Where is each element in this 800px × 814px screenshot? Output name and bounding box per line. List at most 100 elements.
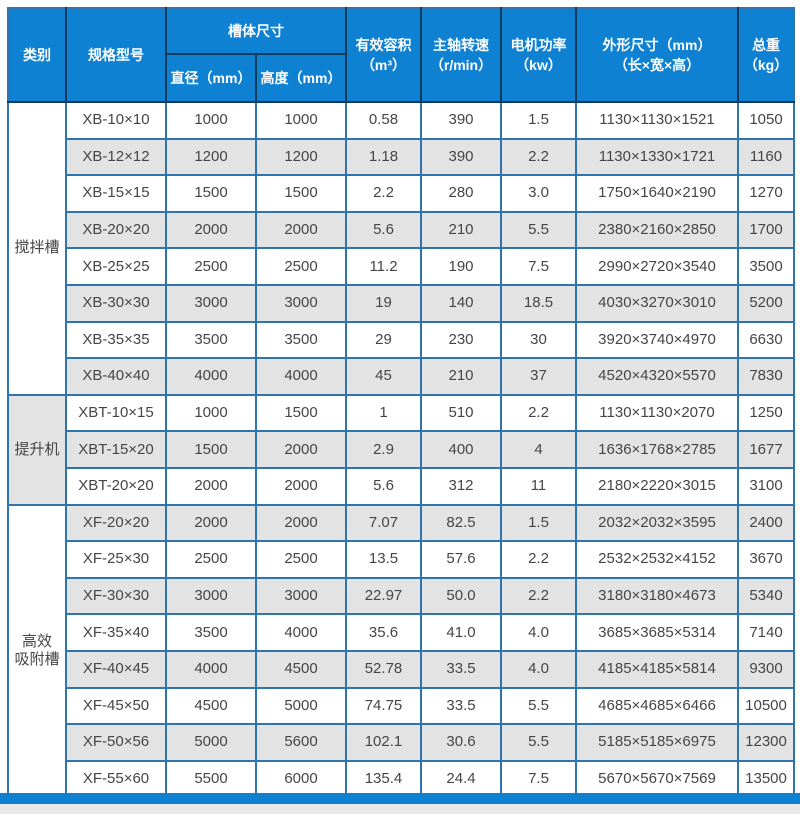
value-cell: 4000	[165, 649, 257, 689]
bottom-accent-bar	[0, 793, 800, 804]
category-cell: 搅拌槽	[7, 101, 67, 396]
value-cell: 2.2	[500, 393, 577, 433]
value-cell: 3685×3685×5314	[575, 613, 739, 652]
model-cell: XB-15×15	[65, 174, 167, 213]
value-cell: 1500	[165, 430, 257, 469]
value-cell: 2000	[165, 210, 257, 250]
header-power: 电机功率 （kw）	[500, 7, 577, 103]
value-cell: 2500	[255, 540, 347, 579]
header-dimensions-line2: （长×宽×高）	[613, 57, 701, 73]
table-row: XBT-20×20 2000 2000 5.6 312 11 2180×2220×3015 3…	[8, 466, 795, 506]
value-cell: 30	[500, 320, 577, 360]
value-cell: 57.6	[420, 540, 502, 579]
table-row: 高效 吸附槽 XF-20×20 2000 2000 7.07 82.5 1.5 2032×20…	[7, 503, 795, 799]
value-cell: 1	[345, 393, 422, 433]
value-cell: 7.5	[500, 759, 577, 799]
table-row: 提升机 XBT-10×15 1000 1500 1 510 2.2 1130×1130×207…	[7, 393, 795, 506]
value-cell: 390	[420, 137, 502, 177]
value-cell: 24.4	[420, 759, 502, 799]
value-cell: 3100	[737, 466, 795, 506]
model-cell: XF-45×50	[65, 686, 167, 726]
table-row: XB-30×30 3000 3000 19 140 18.5 4030×3270×3010 5…	[8, 283, 795, 323]
value-cell: 2180×2220×3015	[575, 466, 739, 506]
value-cell: 4520×4320×5570	[575, 357, 739, 396]
value-cell: 4685×4685×6466	[575, 686, 739, 726]
value-cell: 1636×1768×2785	[575, 430, 739, 469]
value-cell: 1000	[255, 101, 347, 140]
table-row: 搅拌槽 XB-10×10 1000 1000 0.58 390 1.5 1130×1130×1…	[7, 101, 795, 396]
value-cell: 37	[500, 357, 577, 396]
header-speed-line2: （r/min）	[429, 57, 493, 73]
value-cell: 6000	[255, 759, 347, 799]
table-row: XB-25×25 2500 2500 11.2 190 7.5 2990×2720×3540…	[8, 247, 795, 286]
model-cell: XB-35×35	[65, 320, 167, 360]
value-cell: 2.2	[345, 174, 422, 213]
value-cell: 2000	[255, 503, 347, 543]
value-cell: 9300	[737, 649, 795, 689]
category-cell: 高效 吸附槽	[7, 503, 67, 799]
value-cell: 5.6	[345, 210, 422, 250]
value-cell: 510	[420, 393, 502, 433]
value-cell: 4000	[255, 613, 347, 652]
table-row: XBT-15×20 1500 2000 2.9 400 4 1636×1768×2785 16…	[8, 430, 795, 469]
header-volume-line2: （m³）	[360, 57, 407, 73]
header-height: 高度（mm）	[255, 53, 347, 103]
value-cell: 3.0	[500, 174, 577, 213]
table-row: XB-12×12 1200 1200 1.18 390 2.2 1130×1330×1721…	[8, 137, 795, 177]
value-cell: 1270	[737, 174, 795, 213]
value-cell: 5340	[737, 576, 795, 616]
value-cell: 3000	[255, 576, 347, 616]
value-cell: 1250	[737, 393, 795, 433]
model-cell: XF-35×40	[65, 613, 167, 652]
table-row: XF-25×30 2500 2500 13.5 57.6 2.2 2532×2532×415…	[8, 540, 795, 579]
value-cell: 312	[420, 466, 502, 506]
header-weight-line1: 总重	[752, 36, 780, 53]
value-cell: 13500	[737, 759, 795, 799]
value-cell: 3000	[255, 283, 347, 323]
header-category: 类别	[7, 7, 67, 103]
value-cell: 5200	[737, 283, 795, 323]
value-cell: 3670	[737, 540, 795, 579]
value-cell: 4500	[255, 649, 347, 689]
value-cell: 2500	[165, 540, 257, 579]
value-cell: 2000	[165, 503, 257, 543]
table-row: XF-30×30 3000 3000 22.97 50.0 2.2 3180×3180×46…	[8, 576, 795, 616]
value-cell: 230	[420, 320, 502, 360]
value-cell: 1.5	[500, 503, 577, 543]
value-cell: 1000	[165, 393, 257, 433]
value-cell: 2000	[255, 430, 347, 469]
model-cell: XBT-10×15	[65, 393, 167, 433]
value-cell: 190	[420, 247, 502, 286]
value-cell: 29	[345, 320, 422, 360]
value-cell: 1.5	[500, 101, 577, 140]
value-cell: 82.5	[420, 503, 502, 543]
value-cell: 7140	[737, 613, 795, 652]
model-cell: XF-50×56	[65, 723, 167, 762]
value-cell: 1200	[255, 137, 347, 177]
model-cell: XBT-15×20	[65, 430, 167, 469]
model-cell: XF-25×30	[65, 540, 167, 579]
value-cell: 3500	[737, 247, 795, 286]
value-cell: 2400	[737, 503, 795, 543]
model-cell: XF-55×60	[65, 759, 167, 799]
value-cell: 280	[420, 174, 502, 213]
value-cell: 41.0	[420, 613, 502, 652]
value-cell: 5.5	[500, 686, 577, 726]
value-cell: 4500	[165, 686, 257, 726]
value-cell: 7830	[737, 357, 795, 396]
value-cell: 2.9	[345, 430, 422, 469]
value-cell: 2500	[255, 247, 347, 286]
value-cell: 3000	[165, 283, 257, 323]
value-cell: 2000	[165, 466, 257, 506]
value-cell: 4185×4185×5814	[575, 649, 739, 689]
value-cell: 11	[500, 466, 577, 506]
header-volume-line1: 有效容积	[355, 36, 412, 53]
value-cell: 1200	[165, 137, 257, 177]
value-cell: 1130×1130×1521	[575, 101, 739, 140]
model-cell: XB-25×25	[65, 247, 167, 286]
value-cell: 74.75	[345, 686, 422, 726]
value-cell: 5.5	[500, 723, 577, 762]
header-power-line1: 电机功率	[510, 36, 567, 53]
table-row: XF-55×60 5500 6000 135.4 24.4 7.5 5670×5670×75…	[8, 759, 795, 799]
bottom-page-strip	[0, 804, 800, 814]
